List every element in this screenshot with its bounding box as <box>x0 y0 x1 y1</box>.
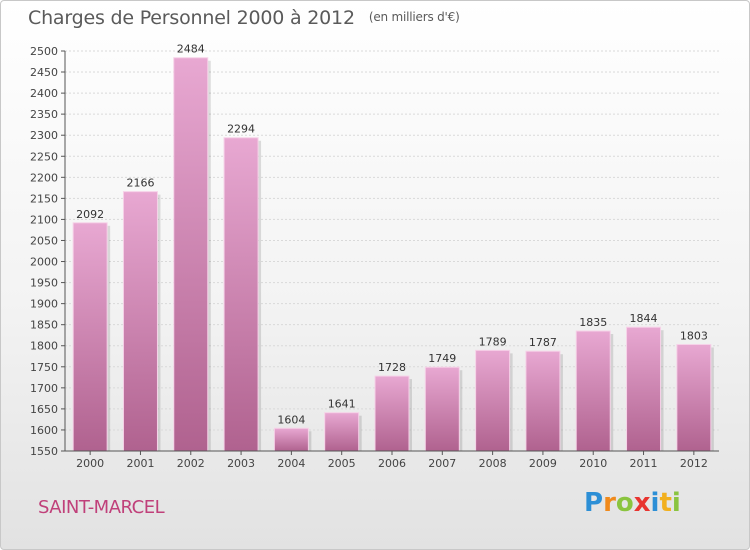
bar-2000 <box>72 222 108 452</box>
data-label-2002: 2484 <box>177 43 205 56</box>
logo-letter: i <box>650 488 660 518</box>
logo-letter: P <box>584 488 604 518</box>
x-tick-label-2006: 2006 <box>378 457 406 470</box>
y-tick-label: 2250 <box>30 150 58 163</box>
bar-2010 <box>575 330 611 452</box>
x-tick-label-2000: 2000 <box>76 457 104 470</box>
bar-2003 <box>223 137 259 452</box>
bars <box>72 57 714 452</box>
data-label-2001: 2166 <box>126 177 154 190</box>
data-label-2009: 1787 <box>529 336 557 349</box>
x-tick-label-2005: 2005 <box>328 457 356 470</box>
x-tick-label-2008: 2008 <box>479 457 507 470</box>
data-label-2011: 1844 <box>630 312 658 325</box>
logo-letter: x <box>633 488 651 518</box>
bar-2011 <box>626 326 662 452</box>
logo-letter: t <box>659 488 672 518</box>
y-tick-label: 1800 <box>30 340 58 353</box>
x-tick-label-2007: 2007 <box>428 457 456 470</box>
data-label-2007: 1749 <box>428 352 456 365</box>
x-tick-label-2003: 2003 <box>227 457 255 470</box>
data-labels: 2092 2166 2484 2294 1604 1641 1728 1749 1789 1787… <box>76 43 708 427</box>
x-axis-ticks: 2000 2001 2002 2003 2004 2005 2006 2007 2008 2009… <box>76 451 708 470</box>
x-tick-label-2010: 2010 <box>579 457 607 470</box>
x-tick-label-2011: 2011 <box>630 457 658 470</box>
data-label-2010: 1835 <box>579 316 607 329</box>
y-tick-label: 2000 <box>30 256 58 269</box>
bar-2004 <box>273 427 309 452</box>
y-tick-label: 1850 <box>30 319 58 332</box>
y-tick-label: 1550 <box>30 445 58 458</box>
logo-letter: r <box>603 488 616 518</box>
y-tick-label: 2100 <box>30 213 58 226</box>
y-axis-ticks: 1550 1600 1650 1700 1750 1800 1850 1900 1950 2000… <box>30 45 65 458</box>
logo-letter: i <box>671 488 681 518</box>
y-tick-label: 2200 <box>30 171 58 184</box>
bar-2005 <box>324 412 360 452</box>
data-label-2006: 1728 <box>378 361 406 374</box>
bar-2002 <box>173 57 209 452</box>
bar-2001 <box>122 191 158 452</box>
y-tick-label: 2400 <box>30 87 58 100</box>
bar-2012 <box>676 343 712 452</box>
data-label-2008: 1789 <box>479 335 507 348</box>
data-label-2004: 1604 <box>277 413 305 426</box>
logo-letter: o <box>615 488 634 518</box>
y-tick-label: 1900 <box>30 298 58 311</box>
x-tick-label-2001: 2001 <box>126 457 154 470</box>
x-tick-label-2002: 2002 <box>177 457 205 470</box>
x-tick-label-2012: 2012 <box>680 457 708 470</box>
bar-2008 <box>475 349 511 452</box>
bar-2006 <box>374 375 410 452</box>
y-tick-label: 1700 <box>30 382 58 395</box>
y-tick-label: 1650 <box>30 403 58 416</box>
y-tick-label: 2050 <box>30 234 58 247</box>
y-tick-label: 1600 <box>30 424 58 437</box>
chart-title-text: Charges de Personnel 2000 à 2012 <box>28 7 355 29</box>
y-tick-label: 1950 <box>30 277 58 290</box>
bar-2007 <box>424 366 460 452</box>
location-name: SAINT-MARCEL <box>38 497 165 518</box>
chart-title: Charges de Personnel 2000 à 2012 (en mill… <box>28 7 460 29</box>
data-label-2003: 2294 <box>227 123 255 136</box>
bar-2009 <box>525 350 561 452</box>
data-label-2012: 1803 <box>680 329 708 342</box>
y-tick-label: 2150 <box>30 192 58 205</box>
data-label-2005: 1641 <box>328 398 356 411</box>
y-tick-label: 2500 <box>30 45 58 58</box>
x-tick-label-2009: 2009 <box>529 457 557 470</box>
unit-note: (en milliers d'€) <box>368 10 460 24</box>
y-tick-label: 2300 <box>30 129 58 142</box>
data-label-2000: 2092 <box>76 208 104 221</box>
y-tick-label: 2350 <box>30 108 58 121</box>
x-tick-label-2004: 2004 <box>277 457 305 470</box>
proxiti-logo: Proxiti <box>584 488 681 518</box>
y-tick-label: 2450 <box>30 66 58 79</box>
y-tick-label: 1750 <box>30 361 58 374</box>
